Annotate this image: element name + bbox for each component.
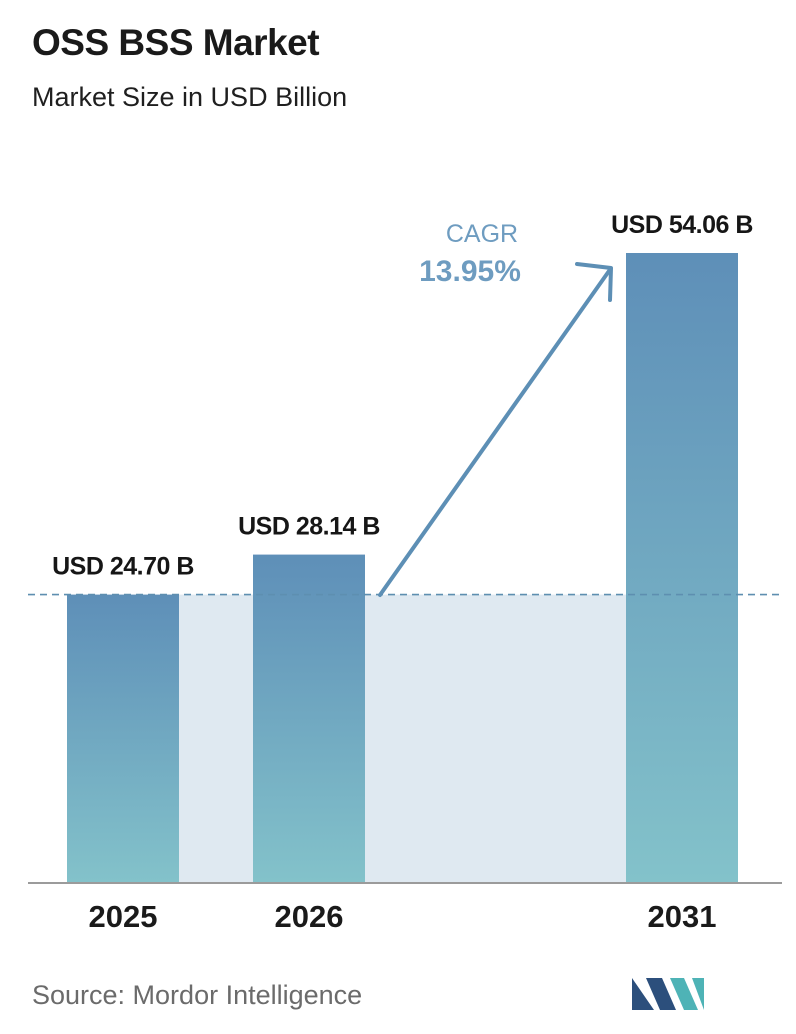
mordor-intelligence-logo-icon [632, 978, 704, 1010]
chart-subtitle: Market Size in USD Billion [32, 82, 348, 112]
bar-2026 [253, 554, 365, 882]
value-label-2026: USD 28.14 B [238, 513, 380, 541]
cagr-label: CAGR [446, 220, 518, 248]
x-tick-label-2026: 2026 [275, 899, 344, 934]
bar-2031 [626, 253, 738, 882]
cagr-value: 13.95% [419, 255, 521, 288]
bar-2025 [67, 594, 179, 882]
x-tick-label-2031: 2031 [648, 899, 717, 934]
cagr-arrow-head [575, 262, 613, 302]
value-label-2025: USD 24.70 B [52, 553, 194, 581]
value-label-2031: USD 54.06 B [611, 211, 753, 239]
x-tick-label-2025: 2025 [89, 899, 158, 934]
cagr-arrow [378, 269, 611, 597]
chart-title: OSS BSS Market [32, 22, 320, 63]
source-text: Source: Mordor Intelligence [32, 980, 363, 1010]
